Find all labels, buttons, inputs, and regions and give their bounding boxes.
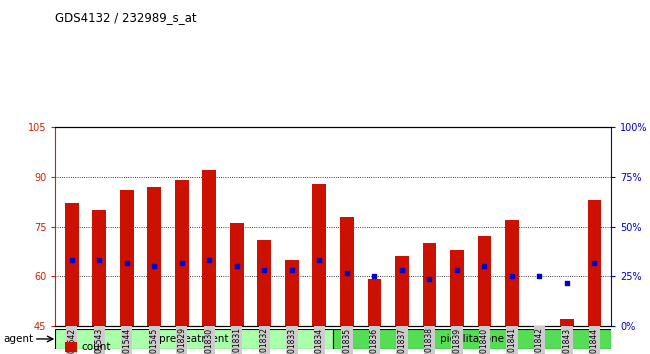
Bar (340, 217, 354, 326)
Text: agent: agent (3, 334, 33, 344)
Bar (313, 184, 326, 326)
Point (94, 257, 105, 262)
Point (507, 273, 517, 279)
Bar (148, 187, 161, 326)
Text: GSM201834: GSM201834 (315, 327, 324, 354)
Point (424, 276, 435, 282)
Bar (92, 210, 106, 326)
Point (369, 273, 380, 279)
Point (452, 267, 462, 272)
Bar (230, 223, 244, 326)
Bar (560, 319, 574, 326)
Bar (588, 200, 601, 326)
Bar (257, 240, 271, 326)
Bar (175, 180, 188, 326)
Text: GSM201836: GSM201836 (370, 327, 379, 354)
Text: GSM201543: GSM201543 (95, 327, 104, 354)
Bar (55, 329, 333, 349)
Text: GSM201835: GSM201835 (343, 327, 352, 354)
Point (122, 260, 132, 266)
Bar (478, 236, 491, 326)
Point (66, 257, 77, 262)
Text: GSM201829: GSM201829 (177, 327, 187, 354)
Point (287, 267, 297, 272)
Point (231, 263, 242, 269)
Text: GSM201840: GSM201840 (480, 327, 489, 354)
Text: GSM201545: GSM201545 (150, 327, 159, 354)
Bar (367, 279, 382, 326)
Bar (532, 326, 547, 329)
Point (590, 260, 600, 266)
Text: GSM201833: GSM201833 (287, 327, 296, 354)
Text: GDS4132 / 232989_s_at: GDS4132 / 232989_s_at (55, 11, 197, 24)
Text: GSM201843: GSM201843 (562, 327, 571, 354)
Bar (422, 243, 436, 326)
Bar (450, 250, 464, 326)
Text: GSM201542: GSM201542 (67, 327, 76, 354)
Point (562, 280, 572, 286)
Point (534, 273, 545, 279)
Text: GSM201831: GSM201831 (232, 327, 241, 354)
Text: GSM201838: GSM201838 (425, 327, 434, 354)
Bar (505, 220, 519, 326)
Text: pioglitazone: pioglitazone (440, 334, 504, 344)
Bar (202, 170, 216, 326)
Bar (395, 256, 409, 326)
Point (342, 270, 352, 276)
Text: count: count (81, 342, 110, 352)
Point (204, 257, 214, 262)
Bar (285, 259, 299, 326)
Point (314, 257, 324, 262)
Text: GSM201830: GSM201830 (205, 327, 214, 354)
Text: GSM201839: GSM201839 (452, 327, 462, 354)
Bar (65, 204, 79, 326)
Point (177, 260, 187, 266)
Point (479, 263, 489, 269)
Bar (120, 190, 134, 326)
Text: GSM201841: GSM201841 (508, 327, 517, 354)
Point (149, 263, 159, 269)
Point (396, 267, 407, 272)
Text: GSM201837: GSM201837 (397, 327, 406, 354)
Text: pretreatment: pretreatment (159, 334, 229, 344)
Bar (333, 329, 611, 349)
Text: GSM201844: GSM201844 (590, 327, 599, 354)
Point (259, 267, 270, 272)
Text: GSM201842: GSM201842 (535, 327, 544, 354)
Text: GSM201832: GSM201832 (260, 327, 269, 354)
Text: GSM201544: GSM201544 (122, 327, 131, 354)
